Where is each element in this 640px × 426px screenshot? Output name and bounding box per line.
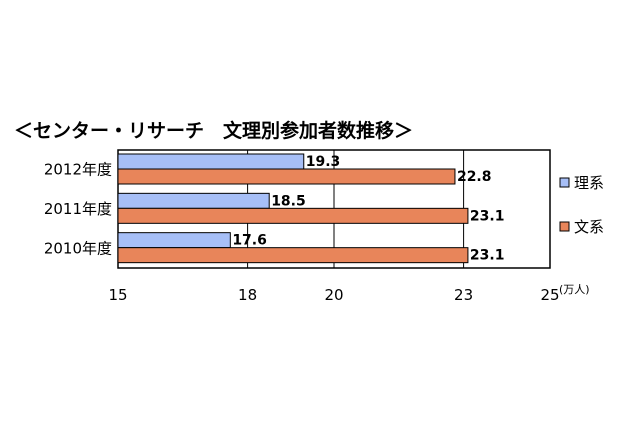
x-tick-label: 18	[238, 286, 257, 304]
category-label: 2012年度	[44, 161, 112, 179]
x-axis-unit: (万人)	[559, 283, 590, 296]
bar-理系	[117, 232, 231, 249]
category-label: 2010年度	[44, 239, 112, 257]
x-tick-label: 20	[324, 286, 343, 304]
x-tick-label: 15	[108, 286, 127, 304]
legend-label: 文系	[574, 218, 604, 236]
value-label: 19.3	[306, 154, 341, 170]
chart-title: ＜センター・リサーチ 文理別参加者数推移＞	[14, 119, 413, 142]
bar-文系	[117, 207, 469, 224]
value-label: 23.1	[470, 248, 505, 264]
plot-area: 15 18 20 23 25 2012年度 19.3 22.8 2011年度 18.5 23.1 20…	[44, 149, 560, 304]
value-label: 23.1	[470, 208, 505, 224]
bar-文系	[117, 247, 469, 264]
value-label: 18.5	[271, 193, 306, 209]
legend-swatch	[559, 221, 570, 232]
bar-理系	[117, 192, 270, 209]
x-tick-label: 23	[454, 286, 473, 304]
category-label: 2011年度	[44, 200, 112, 218]
bar-理系	[117, 153, 305, 170]
x-tick-label: 25	[540, 286, 559, 304]
bar-文系	[117, 168, 456, 185]
legend-label: 理系	[574, 174, 604, 192]
value-label: 22.8	[457, 169, 492, 185]
legend-swatch	[559, 177, 570, 188]
value-label: 17.6	[232, 233, 267, 249]
